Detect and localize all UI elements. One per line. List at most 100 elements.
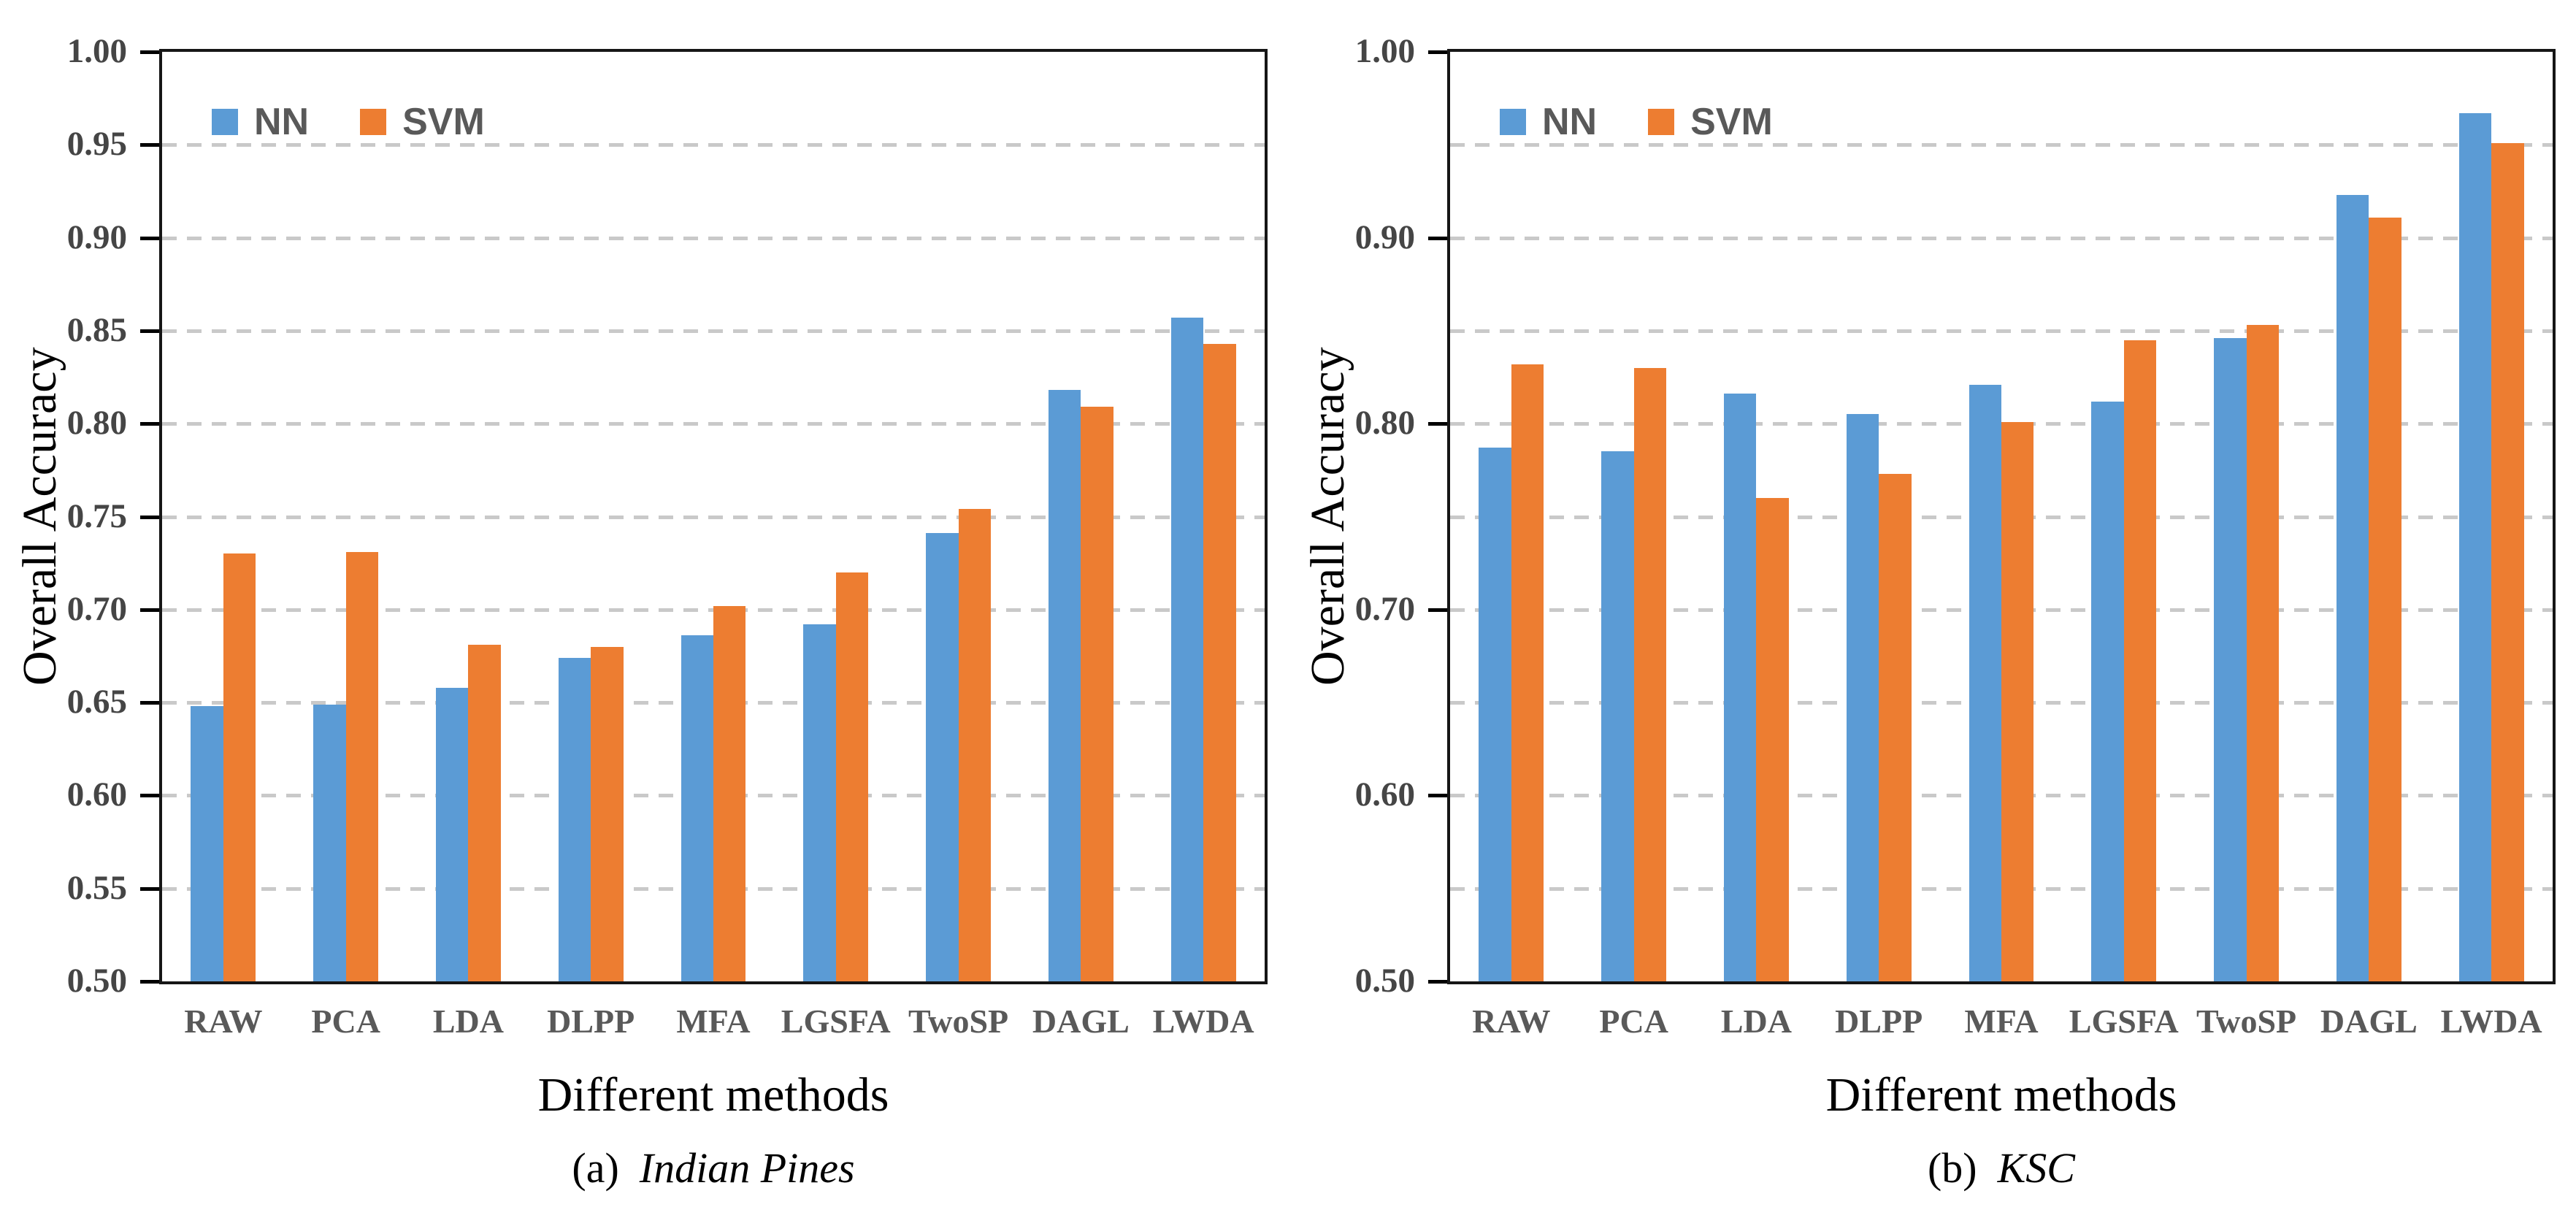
bar-nn-mfa [681, 635, 713, 981]
legend-label-nn: NN [254, 101, 310, 143]
category-label-pca: PCA [1599, 1003, 1668, 1040]
bar-svm-pca [1633, 367, 1667, 981]
bars-layer [1450, 52, 2553, 981]
bar-nn-lgsfa [803, 624, 836, 981]
y-tick-label: 0.55 [66, 868, 127, 907]
bar-svm-dlpp [1879, 473, 1912, 981]
y-axis-tick [1428, 236, 1447, 240]
legend-item-nn: NN [212, 103, 309, 141]
y-tick-label: 0.60 [1354, 775, 1415, 814]
y-axis-title: Overall Accuracy [1301, 347, 1354, 686]
bar-svm-mfa [2001, 421, 2034, 981]
bar-nn-lwda [2458, 113, 2492, 981]
category-label-lwda: LWDA [2440, 1003, 2542, 1040]
y-tick-label: 0.85 [66, 310, 127, 349]
axis-decor-layer: 0.50 0.55 0.60 0.65 0.70 0.75 0.80 0.85 0.90 0.95… [67, 34, 1265, 1038]
bar-nn-lda [1723, 394, 1757, 981]
bar-nn-dagl [2336, 195, 2369, 981]
category-label-lgsfa: LGSFA [781, 1003, 891, 1040]
category-label-dagl: DAGL [1032, 1003, 1130, 1040]
bar-svm-raw [223, 553, 256, 981]
bar-svm-dagl [1081, 407, 1113, 981]
gridline [1450, 236, 2553, 240]
y-axis-tick [1428, 50, 1447, 55]
x-axis-title: Different methods [1825, 1068, 2177, 1122]
bar-nn-raw [191, 706, 223, 981]
gridline [162, 143, 1265, 147]
legend-label-nn: NN [1542, 101, 1598, 143]
category-label-twosp: TwoSP [908, 1003, 1009, 1040]
plot-area: 0.50 0.55 0.60 0.65 0.70 0.75 0.80 0.85 0.90 0.95… [67, 34, 1268, 1038]
y-axis-tick [140, 701, 159, 705]
y-axis-tick [1428, 608, 1447, 612]
bar-svm-dlpp [591, 646, 624, 981]
bar-svm-mfa [713, 605, 746, 981]
y-tick-label: 0.90 [66, 218, 127, 256]
bar-svm-dagl [2369, 217, 2401, 981]
y-axis-tick [140, 980, 159, 984]
gridline [1450, 143, 2553, 147]
nn-series-swatch-icon [1500, 109, 1526, 135]
bar-nn-dagl [1048, 390, 1081, 981]
category-label-lda: LDA [1720, 1003, 1792, 1040]
y-axis-tick [1428, 980, 1447, 984]
y-axis-tick [1428, 422, 1447, 426]
y-tick-label: 0.50 [1354, 962, 1415, 1000]
category-label-dlpp: DLPP [547, 1003, 635, 1040]
bar-nn-twosp [2214, 338, 2247, 981]
svm-series-swatch-icon [360, 109, 387, 135]
bar-svm-raw [1511, 364, 1544, 981]
y-tick-label: 1.00 [1354, 32, 1415, 70]
y-tick-label: 0.60 [66, 775, 127, 814]
bar-svm-pca [345, 551, 379, 981]
gridline [162, 422, 1265, 426]
y-axis-tick [140, 886, 159, 891]
legend-label-svm: SVM [402, 101, 485, 143]
y-tick-label: 0.70 [66, 589, 127, 628]
legend-label-svm: SVM [1690, 101, 1773, 143]
bar-svm-lwda [2491, 142, 2524, 981]
y-axis-tick [140, 50, 159, 54]
bar-svm-twosp [2246, 325, 2279, 981]
y-axis-tick [140, 794, 159, 798]
caption-dataset-name: Indian Pines [639, 1144, 855, 1192]
y-axis-tick [140, 236, 159, 240]
caption-index: (a) [572, 1144, 619, 1192]
gridline [1450, 329, 2553, 333]
bar-svm-lgsfa [2123, 340, 2157, 981]
bar-nn-lwda [1170, 318, 1204, 981]
bar-nn-mfa [1969, 384, 2001, 981]
axis-decor-layer: 0.50 0.60 0.70 0.80 0.90 1.00 RAW PCA LDA DLPP MFA… [1355, 34, 2553, 1038]
category-label-mfa: MFA [1964, 1003, 2039, 1040]
legend-item-svm: SVM [1648, 103, 1773, 141]
y-axis-tick [140, 143, 159, 147]
legend-item-svm: SVM [360, 103, 485, 141]
y-axis-tick [140, 608, 159, 612]
legend: NN SVM [212, 103, 536, 141]
nn-series-swatch-icon [212, 109, 238, 135]
category-label-pca: PCA [311, 1003, 380, 1040]
legend-item-nn: NN [1500, 103, 1597, 141]
y-tick-label: 1.00 [66, 32, 127, 70]
gridline [162, 329, 1265, 333]
chart-panel-ksc: Overall Accuracy 0.50 0.60 0.70 0.80 0.90 1.0… [1288, 0, 2576, 1207]
y-tick-label: 0.75 [66, 497, 127, 535]
y-axis-tick [140, 422, 159, 426]
bar-nn-pca [1601, 451, 1634, 981]
bar-svm-lwda [1203, 343, 1236, 981]
bar-svm-lgsfa [835, 572, 869, 981]
caption: (b) KSC [1447, 1143, 2556, 1192]
category-label-dagl: DAGL [2320, 1003, 2418, 1040]
y-tick-label: 0.95 [66, 125, 127, 164]
plot-area: 0.50 0.60 0.70 0.80 0.90 1.00 RAW PCA LDA DLPP MFA… [1355, 34, 2556, 1038]
category-label-lda: LDA [432, 1003, 504, 1040]
y-tick-label: 0.90 [1354, 218, 1415, 256]
bar-nn-pca [313, 704, 346, 981]
bars-layer [162, 52, 1265, 981]
bar-nn-twosp [926, 533, 959, 981]
category-label-lgsfa: LGSFA [2069, 1003, 2179, 1040]
bar-nn-raw [1479, 448, 1511, 981]
gridline [162, 515, 1265, 519]
bar-svm-twosp [958, 509, 991, 981]
